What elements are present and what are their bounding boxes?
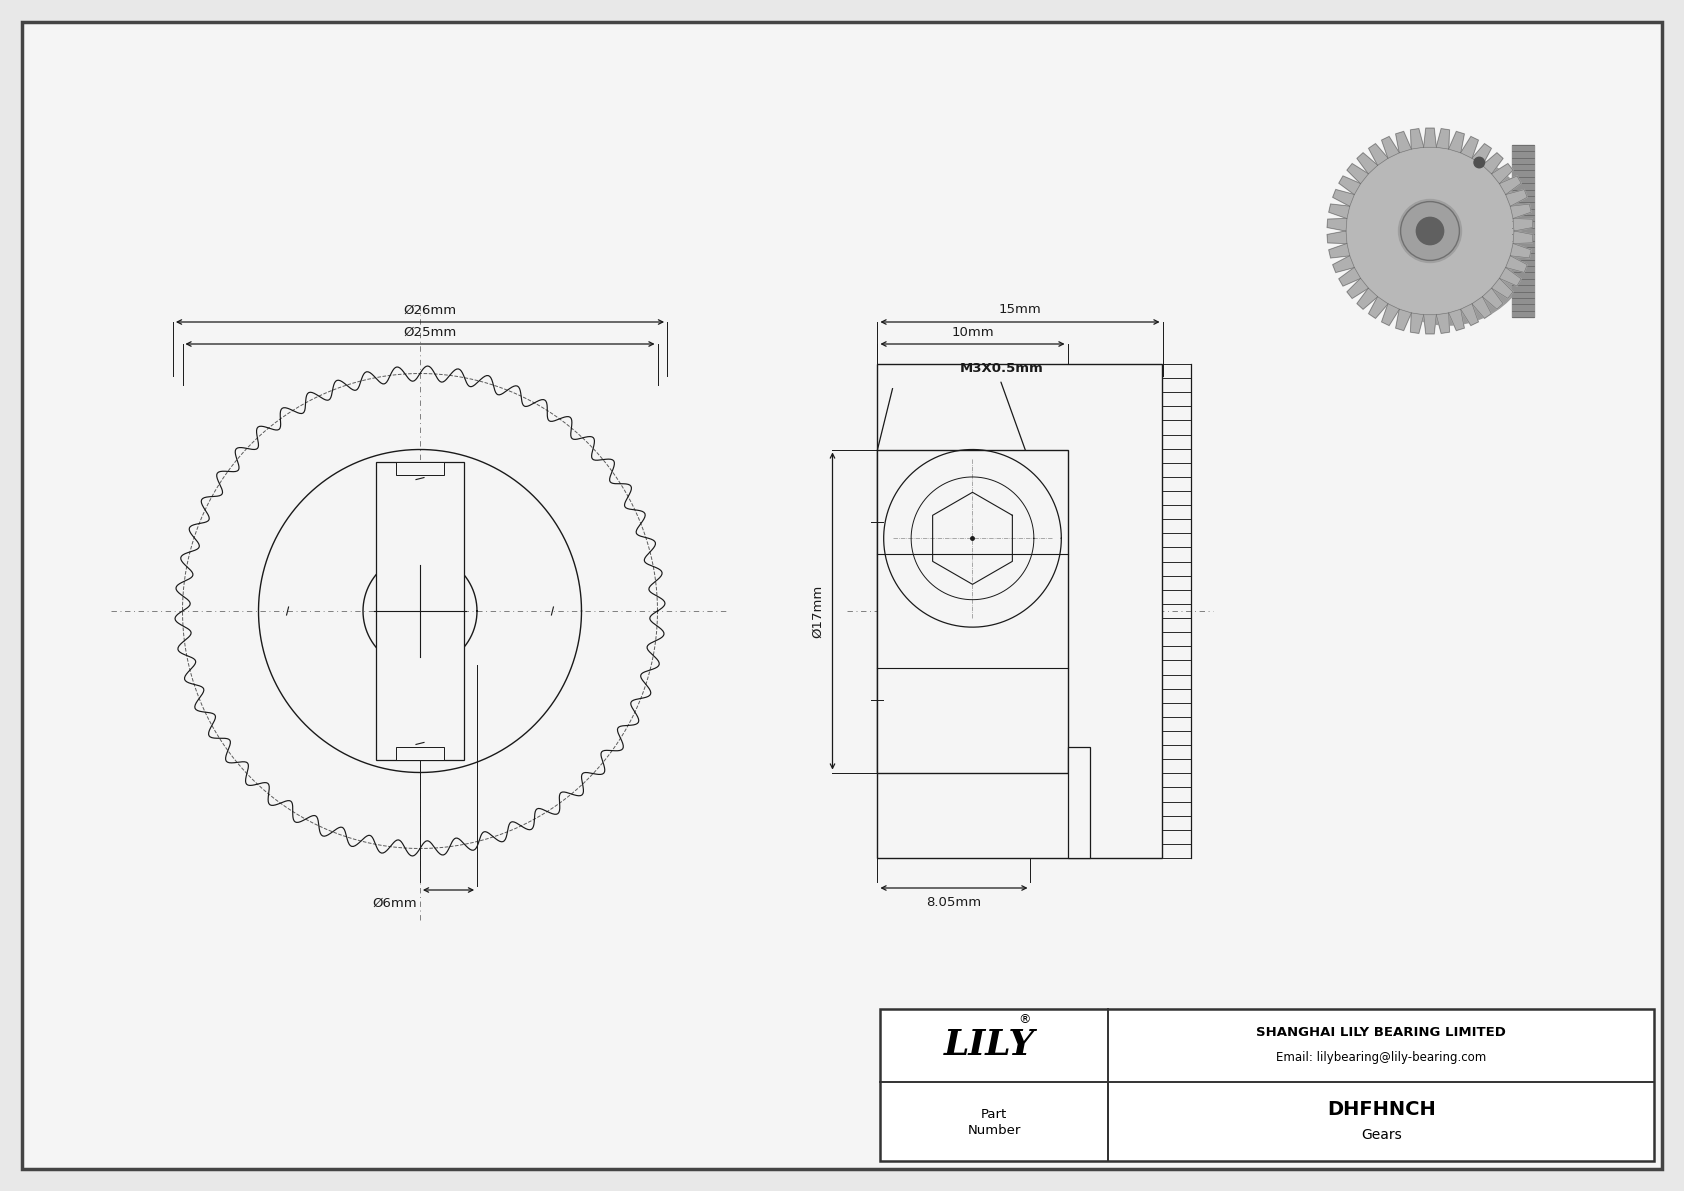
Polygon shape	[1369, 144, 1388, 166]
Polygon shape	[1499, 176, 1521, 194]
Bar	[881, 1009, 1654, 1161]
Polygon shape	[1482, 288, 1502, 310]
Bar	[396, 747, 445, 760]
FancyBboxPatch shape	[22, 21, 1662, 1170]
Text: 8.05mm: 8.05mm	[926, 896, 982, 909]
Polygon shape	[1472, 297, 1492, 318]
Polygon shape	[1436, 129, 1450, 149]
Polygon shape	[1436, 313, 1450, 333]
Polygon shape	[1327, 218, 1347, 231]
Text: ®: ®	[1017, 1014, 1031, 1025]
Circle shape	[1416, 217, 1443, 244]
Polygon shape	[1329, 243, 1351, 258]
Polygon shape	[1411, 313, 1423, 333]
Text: Ø26mm: Ø26mm	[404, 304, 456, 317]
Polygon shape	[1472, 144, 1492, 166]
Polygon shape	[1511, 204, 1531, 218]
Bar	[1512, 145, 1534, 317]
Text: M3X0.5mm: M3X0.5mm	[960, 362, 1044, 374]
Circle shape	[1344, 145, 1516, 317]
Polygon shape	[1511, 243, 1531, 258]
Polygon shape	[1448, 131, 1465, 152]
Polygon shape	[1347, 163, 1369, 183]
Polygon shape	[1329, 204, 1351, 218]
Text: Email: lilybearing@lily-bearing.com: Email: lilybearing@lily-bearing.com	[1276, 1050, 1487, 1064]
Polygon shape	[1357, 152, 1378, 174]
Polygon shape	[1505, 189, 1527, 206]
Polygon shape	[1423, 314, 1436, 333]
Text: Part: Part	[982, 1108, 1007, 1121]
Text: 10mm: 10mm	[951, 326, 994, 339]
Polygon shape	[1381, 304, 1399, 325]
Polygon shape	[1396, 131, 1411, 152]
Circle shape	[1362, 152, 1534, 325]
Polygon shape	[1381, 137, 1399, 158]
Bar	[877, 364, 1162, 858]
Text: Ø17mm: Ø17mm	[812, 585, 825, 637]
Polygon shape	[1505, 256, 1527, 273]
Polygon shape	[1492, 163, 1512, 183]
Text: DHFHNCH: DHFHNCH	[1327, 1100, 1435, 1120]
Text: Number: Number	[968, 1124, 1021, 1137]
Polygon shape	[1327, 231, 1347, 243]
Bar	[877, 449, 1068, 773]
Polygon shape	[1512, 231, 1532, 243]
Bar	[396, 462, 445, 475]
Bar	[376, 462, 465, 760]
Circle shape	[1398, 200, 1462, 262]
Polygon shape	[1339, 176, 1361, 194]
Polygon shape	[1512, 218, 1532, 231]
Polygon shape	[1369, 297, 1388, 318]
Text: SHANGHAI LILY BEARING LIMITED: SHANGHAI LILY BEARING LIMITED	[1256, 1025, 1505, 1039]
Circle shape	[1474, 157, 1485, 168]
Polygon shape	[1344, 145, 1534, 278]
Polygon shape	[1411, 129, 1423, 149]
Text: 15mm: 15mm	[999, 303, 1041, 316]
Polygon shape	[1339, 268, 1361, 286]
Polygon shape	[1357, 288, 1378, 310]
Bar	[1068, 747, 1090, 858]
Polygon shape	[1396, 310, 1411, 330]
Polygon shape	[1332, 256, 1354, 273]
Text: Ø25mm: Ø25mm	[404, 326, 456, 339]
Polygon shape	[1460, 304, 1479, 325]
Text: Ø6mm: Ø6mm	[372, 897, 418, 910]
Polygon shape	[1347, 279, 1369, 298]
Polygon shape	[1423, 129, 1436, 148]
Text: LILY: LILY	[943, 1029, 1034, 1062]
Polygon shape	[1499, 268, 1521, 286]
Text: Gears: Gears	[1361, 1129, 1401, 1142]
Polygon shape	[1448, 310, 1465, 330]
Polygon shape	[1460, 137, 1479, 158]
Polygon shape	[1482, 152, 1502, 174]
Polygon shape	[1492, 279, 1512, 298]
Polygon shape	[1332, 189, 1354, 206]
